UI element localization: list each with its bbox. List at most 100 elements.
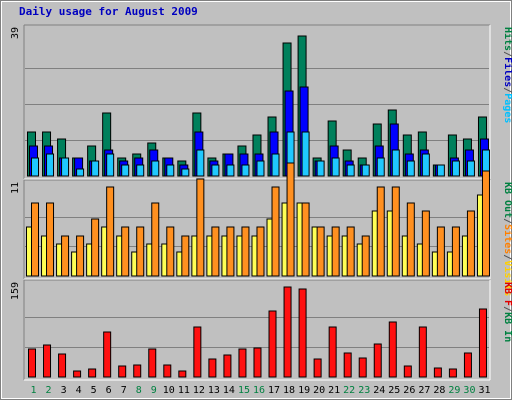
bar-pages <box>421 153 430 177</box>
bar-pages <box>151 160 160 177</box>
bar-pages <box>76 168 85 177</box>
bar-kb-f <box>88 368 97 378</box>
x-tick-label: 5 <box>91 385 97 396</box>
bar-pages <box>301 131 310 177</box>
legend-entry: Visits <box>502 260 512 296</box>
bar-kb-f <box>298 288 307 378</box>
bar-kb-f <box>328 326 337 378</box>
bar-sites <box>256 226 265 277</box>
bar-pages <box>256 160 265 177</box>
bar-kb-f <box>388 321 397 378</box>
bar-pages <box>46 153 55 177</box>
bar-kb-f <box>238 348 247 378</box>
legend-entry: Hits <box>502 27 512 51</box>
bar-sites <box>91 218 100 277</box>
bar-sites <box>241 226 250 277</box>
legend-entry: KB F <box>502 282 512 306</box>
x-tick-label: 4 <box>76 385 82 396</box>
panel-bottom: 159 KB F/KB In <box>10 279 512 381</box>
bar-kb-f <box>73 370 82 378</box>
bar-kb-f <box>358 357 367 378</box>
bar-pages <box>436 164 445 177</box>
chart-title: Daily usage for August 2009 <box>19 5 198 18</box>
bar-kb-f <box>148 348 157 378</box>
bar-pages <box>106 153 115 177</box>
legend-entry: KB In <box>502 312 512 342</box>
panel-middle: 11 KB Out/Sites/Visits <box>10 162 512 296</box>
x-tick-label: 7 <box>121 385 127 396</box>
bar-kb-f <box>403 365 412 378</box>
x-tick-label: 2 <box>46 385 52 396</box>
bar-sites <box>346 226 355 277</box>
bar-pages <box>361 164 370 177</box>
x-tick-label: 27 <box>418 385 430 396</box>
x-tick-label: 24 <box>373 385 385 396</box>
bar-sites <box>361 235 370 277</box>
legend-bottom: KB F/KB In <box>502 282 512 342</box>
bar-kb-f <box>448 368 457 378</box>
bar-kb-f <box>43 344 52 378</box>
bar-sites <box>436 226 445 277</box>
x-tick-label: 19 <box>298 385 310 396</box>
legend-entry: / <box>502 87 512 93</box>
bar-sites <box>451 226 460 277</box>
bar-sites <box>481 170 490 277</box>
bar-sites <box>106 186 115 277</box>
bar-pages <box>346 164 355 177</box>
bar-pages <box>316 160 325 177</box>
x-tick-label: 11 <box>178 385 190 396</box>
bar-pages <box>466 160 475 177</box>
bar-sites <box>121 226 130 277</box>
bar-pages <box>121 164 130 177</box>
bar-sites <box>31 202 39 277</box>
bar-sites <box>76 235 85 277</box>
bar-pages <box>226 164 235 177</box>
bar-sites <box>316 226 325 277</box>
y-max-label: 11 <box>10 182 21 194</box>
bar-sites <box>421 210 430 277</box>
bar-kb-f <box>418 326 427 378</box>
bar-pages <box>61 157 70 177</box>
bar-kb-f <box>433 367 442 378</box>
bar-pages <box>376 157 385 177</box>
x-tick-label: 30 <box>463 385 475 396</box>
x-tick-label: 20 <box>313 385 325 396</box>
legend-entry: / <box>502 218 512 224</box>
bar-pages <box>91 160 100 177</box>
bar-kb-f <box>28 348 36 378</box>
bar-kb-f <box>58 353 67 378</box>
bar-sites <box>391 186 400 277</box>
x-tick-label: 26 <box>403 385 415 396</box>
x-tick-label: 16 <box>253 385 265 396</box>
x-tick-label: 6 <box>106 385 112 396</box>
bar-pages <box>451 160 460 177</box>
bar-kb-f <box>133 364 142 378</box>
bar-sites <box>226 226 235 277</box>
x-tick-label: 18 <box>283 385 295 396</box>
x-tick-label: 31 <box>478 385 490 396</box>
bar-pages <box>136 164 145 177</box>
x-tick-label: 22 <box>343 385 355 396</box>
bar-sites <box>166 226 175 277</box>
bar-sites <box>466 210 475 277</box>
bar-kb-f <box>193 326 202 378</box>
bar-sites <box>286 162 295 277</box>
bar-sites <box>136 226 145 277</box>
legend-middle: KB Out/Sites/Visits <box>502 182 512 296</box>
bar-kb-f <box>283 286 292 378</box>
legend-entry: / <box>502 51 512 57</box>
bar-sites <box>301 202 310 277</box>
x-tick-label: 25 <box>388 385 400 396</box>
bar-sites <box>151 202 160 277</box>
bar-sites <box>331 226 340 277</box>
x-tick-label: 8 <box>136 385 142 396</box>
bar-pages <box>391 149 400 177</box>
bar-pages <box>271 153 280 177</box>
x-tick-label: 14 <box>223 385 235 396</box>
bar-sites <box>211 226 220 277</box>
legend-entry: KB Out <box>502 182 512 218</box>
x-tick-label: 3 <box>61 385 67 396</box>
bar-pages <box>196 149 205 177</box>
x-tick-label: 10 <box>163 385 175 396</box>
bar-sites <box>61 235 70 277</box>
